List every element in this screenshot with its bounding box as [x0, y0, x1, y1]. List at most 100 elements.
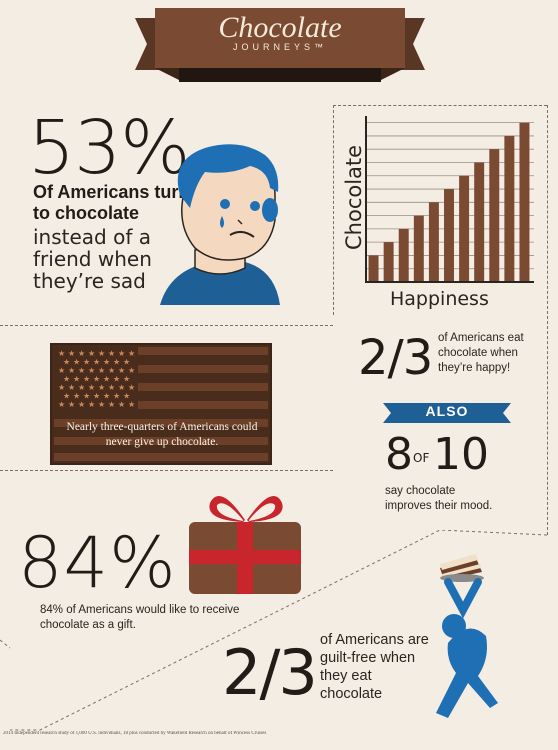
stat-sad-value: 53% [28, 105, 190, 191]
stat-gift-text: 84% of Americans would like to receive c… [40, 604, 240, 631]
stat-mood-of: OF [413, 451, 430, 465]
flag-star: ★ [113, 358, 120, 367]
flag-star: ★ [73, 375, 80, 384]
flag-star: ★ [58, 366, 65, 375]
flag-star: ★ [123, 375, 130, 384]
flag-star: ★ [118, 366, 125, 375]
stat-sad-bold-text: Of Americans turn to chocolate [33, 182, 190, 223]
flag-star: ★ [128, 400, 135, 409]
stat-mood-text: say chocolate improves their mood. [385, 485, 493, 512]
chart-bar [368, 255, 379, 282]
flag-star: ★ [88, 383, 95, 392]
sad-person-illustration [160, 144, 280, 305]
flag-star: ★ [128, 383, 135, 392]
chart-bar [383, 242, 394, 282]
flag-star: ★ [58, 349, 65, 358]
divider [333, 105, 334, 315]
gift-box-illustration [189, 495, 301, 594]
stat-guilt-value: 2/3 [222, 636, 318, 709]
chart-bar [398, 228, 409, 282]
flag-star: ★ [98, 383, 105, 392]
stat-sad-light-text: instead of a friend when they’re sad [33, 225, 152, 293]
chart-bar [459, 175, 470, 282]
divider [0, 325, 333, 326]
divider [0, 530, 548, 731]
flag-star: ★ [58, 383, 65, 392]
flag-star: ★ [88, 400, 95, 409]
flag-star: ★ [98, 400, 105, 409]
chart-bar [504, 135, 515, 282]
flag-star: ★ [118, 400, 125, 409]
chart-bar [474, 162, 485, 282]
flag-star: ★ [113, 392, 120, 401]
chocolate-flag-illustration: ★ ★ ★ ★ ★ ★ ★ ★★ ★ ★ ★ ★ ★ ★★ ★ ★ ★ ★ ★ ★ ★★ ★ ★ ★ ★ ★ ★★ ★ ★ ★ ★ ★ ★ ★★ ★… [50, 343, 272, 465]
flag-star: ★ [78, 366, 85, 375]
flag-star: ★ [128, 349, 135, 358]
divider [547, 105, 548, 535]
flag-star: ★ [63, 358, 70, 367]
flag-star: ★ [108, 400, 115, 409]
flag-star: ★ [68, 383, 75, 392]
flag-star: ★ [73, 358, 80, 367]
flag-star: ★ [88, 349, 95, 358]
divider [0, 470, 333, 471]
brand-logo: Chocolate JOURNEYS™ [205, 11, 355, 53]
stat-mood-num-b: 10 [433, 429, 489, 480]
flag-star: ★ [103, 358, 110, 367]
flag-star: ★ [78, 349, 85, 358]
flag-star: ★ [83, 358, 90, 367]
stat-happy-value: 2/3 [358, 330, 433, 386]
happiness-chocolate-chart [365, 116, 534, 283]
flag-star: ★ [68, 366, 75, 375]
flag-star: ★ [93, 358, 100, 367]
chart-axes [365, 116, 534, 283]
chart-bar [444, 189, 454, 282]
logo-wordmark: Chocolate [218, 11, 342, 44]
chart-bar [413, 215, 424, 282]
flag-star: ★ [63, 392, 70, 401]
flag-star: ★ [98, 366, 105, 375]
chart-x-axis-label: Happiness [390, 288, 489, 310]
flag-star: ★ [108, 349, 115, 358]
flag-star: ★ [68, 349, 75, 358]
flag-star: ★ [93, 392, 100, 401]
flag-star: ★ [78, 400, 85, 409]
also-ribbon [383, 403, 511, 423]
flag-star: ★ [118, 383, 125, 392]
stat-happy-text: of Americans eat chocolate when they’re … [438, 332, 524, 374]
logo-subtitle: JOURNEYS™ [232, 42, 327, 52]
divider [333, 105, 547, 106]
stat-mood-num-a: 8 [385, 429, 413, 480]
flag-star: ★ [103, 375, 110, 384]
flag-star: ★ [113, 375, 120, 384]
flag-star: ★ [63, 375, 70, 384]
also-label: ALSO [425, 403, 469, 419]
stat-gift-value: 84% [18, 522, 177, 604]
flag-star: ★ [68, 400, 75, 409]
chart-bar [489, 149, 500, 282]
flag-star: ★ [78, 383, 85, 392]
chart-y-axis-label: Chocolate [342, 144, 366, 250]
footnote: 2014 Independent research study of 1,000… [3, 731, 267, 736]
flag-star: ★ [98, 349, 105, 358]
flag-star: ★ [108, 366, 115, 375]
chart-bar [519, 122, 530, 282]
flag-star: ★ [118, 349, 125, 358]
stat-guilt-text: of Americans are guilt-free when they ea… [320, 632, 429, 702]
stat-flag-text: Nearly three-quarters of Americans could… [66, 421, 258, 448]
brand-banner [135, 8, 425, 82]
flag-star: ★ [123, 392, 130, 401]
flag-star: ★ [83, 392, 90, 401]
flag-star: ★ [73, 392, 80, 401]
flag-star: ★ [93, 375, 100, 384]
flag-star: ★ [128, 366, 135, 375]
flag-star: ★ [108, 383, 115, 392]
flag-star: ★ [88, 366, 95, 375]
cake-person-illustration [436, 554, 498, 718]
flag-star: ★ [123, 358, 130, 367]
flag-star: ★ [83, 375, 90, 384]
flag-star: ★ [58, 400, 65, 409]
flag-star: ★ [103, 392, 110, 401]
chart-y-axis-label-wrap: Chocolate [322, 145, 382, 260]
chart-bar [428, 202, 439, 282]
